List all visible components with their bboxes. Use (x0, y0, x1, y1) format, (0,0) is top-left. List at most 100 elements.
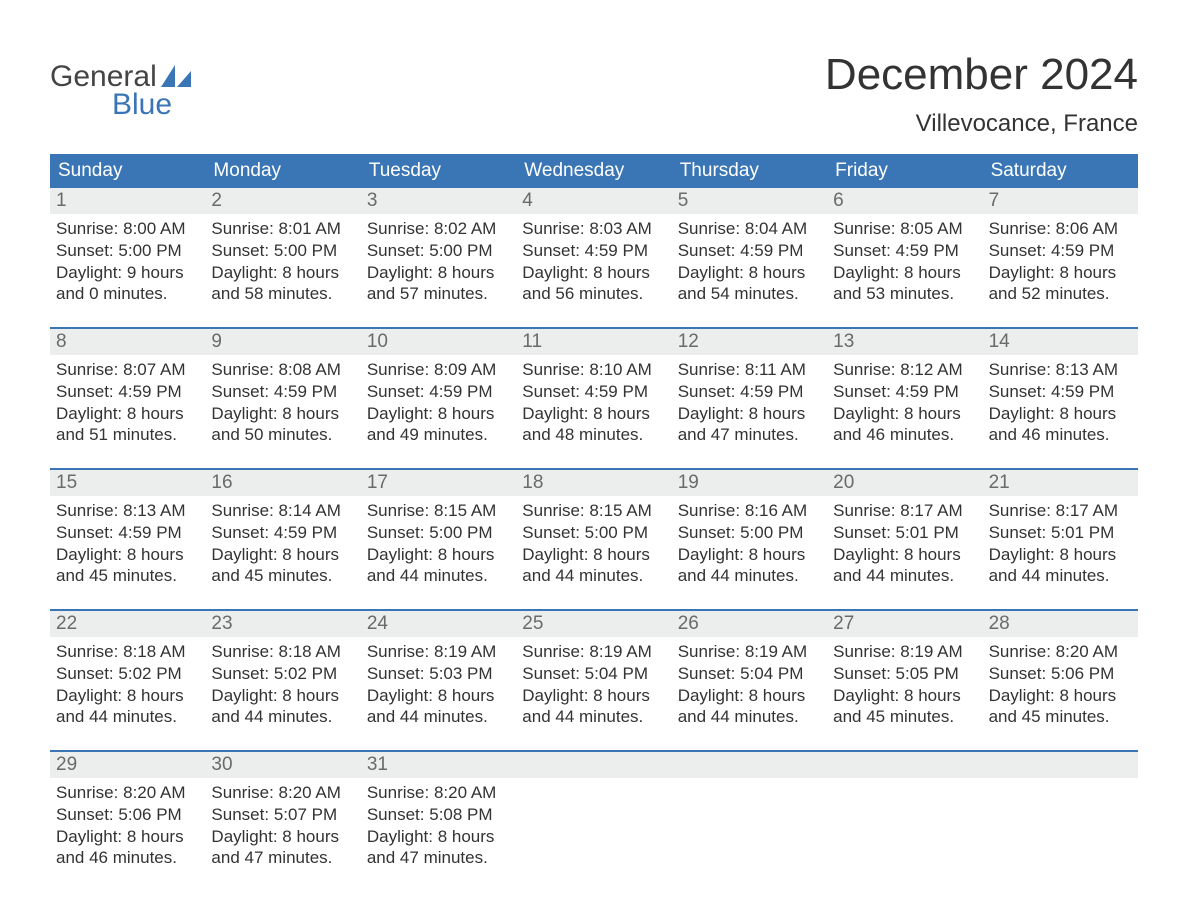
daylight-line-1: Daylight: 8 hours (989, 685, 1132, 707)
sunset-label: Sunset: (367, 241, 425, 260)
daylight-line-1: Daylight: 8 hours (56, 544, 199, 566)
calendar-cell: Sunrise: 8:19 AMSunset: 5:05 PMDaylight:… (827, 637, 982, 734)
day-number: 25 (516, 611, 671, 637)
sunset-line: Sunset: 5:03 PM (367, 663, 510, 685)
sunrise-label: Sunrise: (678, 360, 740, 379)
daylight-line-2: and 44 minutes. (678, 565, 821, 587)
sunrise-value: 8:08 AM (279, 360, 341, 379)
daylight-value-1: 8 hours (127, 827, 184, 846)
daylight-label: Daylight: (989, 545, 1055, 564)
sunrise-value: 8:01 AM (279, 219, 341, 238)
daylight-label: Daylight: (367, 263, 433, 282)
sunset-line: Sunset: 4:59 PM (522, 381, 665, 403)
sunrise-value: 8:17 AM (900, 501, 962, 520)
sunset-label: Sunset: (833, 241, 891, 260)
calendar-cell: Sunrise: 8:03 AMSunset: 4:59 PMDaylight:… (516, 214, 671, 311)
sunset-label: Sunset: (989, 664, 1047, 683)
daylight-value-1: 8 hours (904, 404, 961, 423)
sunset-line: Sunset: 5:07 PM (211, 804, 354, 826)
daylight-value-1: 8 hours (438, 545, 495, 564)
day-number: 17 (361, 470, 516, 496)
daylight-label: Daylight: (522, 404, 588, 423)
daylight-line-2: and 48 minutes. (522, 424, 665, 446)
sunset-value: 5:00 PM (274, 241, 337, 260)
daylight-value-1: 8 hours (282, 545, 339, 564)
day-number: 18 (516, 470, 671, 496)
sunrise-value: 8:12 AM (900, 360, 962, 379)
daylight-line-1: Daylight: 8 hours (211, 826, 354, 848)
sunrise-value: 8:13 AM (123, 501, 185, 520)
daylight-value-1: 8 hours (593, 545, 650, 564)
daylight-line-2: and 47 minutes. (678, 424, 821, 446)
daylight-value-1: 8 hours (127, 686, 184, 705)
sunset-line: Sunset: 4:59 PM (833, 240, 976, 262)
sunset-value: 4:59 PM (1051, 382, 1114, 401)
sunset-line: Sunset: 5:01 PM (833, 522, 976, 544)
sunrise-label: Sunrise: (522, 642, 584, 661)
sunset-label: Sunset: (211, 241, 269, 260)
sunrise-line: Sunrise: 8:20 AM (989, 641, 1132, 663)
day-number (516, 752, 671, 778)
sunset-value: 5:01 PM (896, 523, 959, 542)
day-number-row: 1234567 (50, 188, 1138, 214)
sunrise-label: Sunrise: (989, 501, 1051, 520)
sunrise-label: Sunrise: (678, 501, 740, 520)
daylight-line-1: Daylight: 8 hours (367, 685, 510, 707)
sunrise-line: Sunrise: 8:13 AM (989, 359, 1132, 381)
day-number (827, 752, 982, 778)
sunrise-label: Sunrise: (367, 783, 429, 802)
daylight-label: Daylight: (367, 404, 433, 423)
sunrise-line: Sunrise: 8:12 AM (833, 359, 976, 381)
daylight-value-1: 8 hours (904, 545, 961, 564)
sunrise-label: Sunrise: (211, 783, 273, 802)
sunset-line: Sunset: 4:59 PM (211, 381, 354, 403)
daylight-value-1: 8 hours (438, 404, 495, 423)
sunset-label: Sunset: (211, 523, 269, 542)
daylight-line-1: Daylight: 8 hours (989, 544, 1132, 566)
day-number: 19 (672, 470, 827, 496)
sunrise-line: Sunrise: 8:05 AM (833, 218, 976, 240)
calendar-cell: Sunrise: 8:11 AMSunset: 4:59 PMDaylight:… (672, 355, 827, 452)
sunset-label: Sunset: (678, 664, 736, 683)
daylight-label: Daylight: (989, 404, 1055, 423)
sunset-value: 5:04 PM (740, 664, 803, 683)
sunset-line: Sunset: 5:00 PM (211, 240, 354, 262)
calendar-cell (516, 778, 671, 875)
sunrise-label: Sunrise: (211, 501, 273, 520)
calendar-cell: Sunrise: 8:14 AMSunset: 4:59 PMDaylight:… (205, 496, 360, 593)
daylight-label: Daylight: (367, 827, 433, 846)
calendar-cell: Sunrise: 8:18 AMSunset: 5:02 PMDaylight:… (50, 637, 205, 734)
daylight-label: Daylight: (678, 545, 744, 564)
sunset-line: Sunset: 4:59 PM (678, 240, 821, 262)
sunset-line: Sunset: 4:59 PM (56, 522, 199, 544)
sunrise-label: Sunrise: (678, 219, 740, 238)
daylight-label: Daylight: (522, 686, 588, 705)
sunset-line: Sunset: 4:59 PM (678, 381, 821, 403)
sunset-value: 5:07 PM (274, 805, 337, 824)
sunrise-label: Sunrise: (833, 360, 895, 379)
daylight-value-1: 8 hours (282, 404, 339, 423)
sunset-value: 4:59 PM (274, 382, 337, 401)
sunrise-line: Sunrise: 8:19 AM (367, 641, 510, 663)
sunset-value: 4:59 PM (118, 523, 181, 542)
brand-word-blue: Blue (112, 88, 172, 122)
day-number: 28 (983, 611, 1138, 637)
calendar-cell (983, 778, 1138, 875)
sunset-line: Sunset: 5:08 PM (367, 804, 510, 826)
calendar-cell: Sunrise: 8:20 AMSunset: 5:06 PMDaylight:… (50, 778, 205, 875)
sunrise-label: Sunrise: (833, 642, 895, 661)
daylight-line-1: Daylight: 8 hours (522, 403, 665, 425)
sunset-value: 5:02 PM (274, 664, 337, 683)
daylight-label: Daylight: (989, 686, 1055, 705)
daylight-value-1: 8 hours (749, 545, 806, 564)
daylight-value-1: 8 hours (1059, 263, 1116, 282)
sunrise-line: Sunrise: 8:13 AM (56, 500, 199, 522)
sunset-line: Sunset: 5:00 PM (56, 240, 199, 262)
daylight-value-1: 8 hours (593, 263, 650, 282)
sunrise-value: 8:03 AM (589, 219, 651, 238)
sunrise-label: Sunrise: (522, 360, 584, 379)
daylight-line-2: and 44 minutes. (678, 706, 821, 728)
sunrise-line: Sunrise: 8:09 AM (367, 359, 510, 381)
sunset-label: Sunset: (522, 241, 580, 260)
sunrise-label: Sunrise: (56, 360, 118, 379)
